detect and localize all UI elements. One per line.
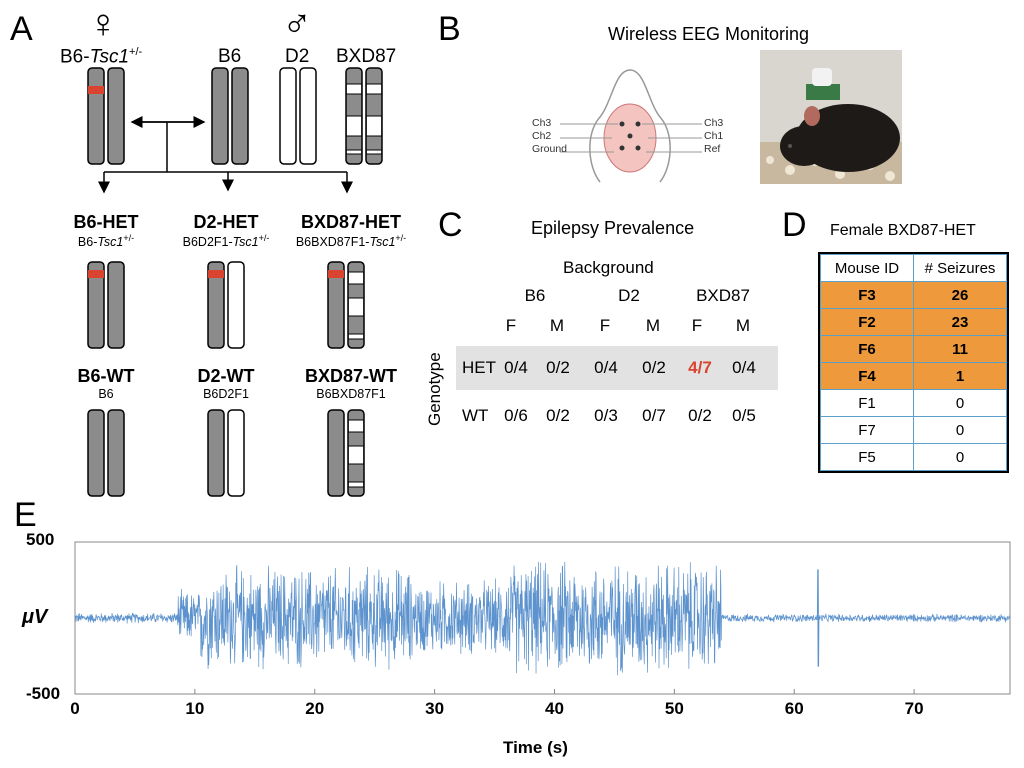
het-cell: 0/2 — [546, 358, 570, 377]
x-tick-label: 60 — [785, 699, 804, 718]
table-row: F4 1 — [820, 362, 1007, 390]
parent-het-label: B6-Tsc1+/- — [60, 46, 143, 68]
het-cell: 0/4 — [594, 358, 618, 377]
table-row: F5 0 — [820, 443, 1007, 471]
row-label-wt: WT — [462, 406, 489, 425]
cross-b6-het: B6-HET B6-Tsc1+/- — [73, 212, 139, 250]
bxd87-wt-chromosomes — [327, 409, 365, 497]
strain-d2: D2 — [618, 286, 640, 305]
b6-wt-chromosomes — [87, 409, 125, 497]
y-tick-label: -500 — [26, 684, 61, 703]
het-cell: 0/2 — [642, 358, 666, 377]
wt-cell: 0/7 — [642, 406, 666, 425]
table-row: F3 26 — [820, 281, 1007, 309]
d2-het-chromosomes — [207, 261, 245, 349]
x-axis-label: Time (s) — [503, 738, 568, 757]
sex-header: F — [691, 316, 703, 335]
table-header-row: Mouse ID # Seizures — [820, 254, 1007, 282]
bxd87-het-chromosomes — [327, 261, 365, 349]
x-tick-label: 20 — [305, 699, 324, 718]
wt-cell: 0/6 — [504, 406, 528, 425]
eeg-left-labels: Ch3 Ch2 Ground — [532, 117, 568, 155]
sex-header: M — [549, 316, 565, 335]
wt-bxd87: BXD87-WT B6BXD87F1 — [304, 366, 397, 401]
wt-cell: 0/2 — [546, 406, 570, 425]
strain-bxd87: BXD87 — [696, 286, 750, 305]
parent-b6-label: B6 — [218, 46, 242, 67]
d2-wt-chromosomes — [207, 409, 245, 497]
table-row: F7 0 — [820, 416, 1007, 444]
wt-cell: 0/5 — [732, 406, 756, 425]
panel-c-title: Epilepsy Prevalence — [531, 218, 695, 238]
x-axis-ticks: 0 10 20 30 40 50 60 70 — [70, 689, 924, 718]
panel-a-chromosome-diagram — [87, 67, 383, 497]
mouse-photo — [760, 50, 902, 184]
het-cell: 0/4 — [732, 358, 756, 377]
eeg-right-labels: Ch3 Ch1 Ref — [704, 117, 724, 155]
x-tick-label: 40 — [545, 699, 564, 718]
panel-label-e: E — [14, 496, 37, 534]
sex-header: F — [599, 316, 611, 335]
sex-header: M — [645, 316, 661, 335]
x-tick-label: 30 — [425, 699, 444, 718]
row-label-het: HET — [462, 358, 496, 377]
seizure-table: Mouse ID # Seizures F3 26 F2 23 F6 11 F4 1 F… — [818, 252, 1009, 473]
parent-bxd87-chromosomes — [345, 67, 383, 165]
panel-label-c: C — [438, 206, 463, 244]
parent-het-chromosomes — [87, 67, 125, 165]
panel-d-title: Female BXD87-HET — [830, 222, 976, 239]
het-row-highlight — [456, 346, 778, 390]
male-symbol-icon: ♂ — [282, 2, 312, 46]
panel-label-a: A — [10, 10, 33, 48]
wt-cell: 0/3 — [594, 406, 618, 425]
het-cell-highlighted: 4/7 — [688, 358, 712, 377]
x-tick-label: 0 — [70, 699, 79, 718]
table-row: F6 11 — [820, 335, 1007, 363]
parent-d2-label: D2 — [285, 46, 310, 67]
strain-b6: B6 — [524, 286, 546, 305]
eeg-trace-series — [74, 561, 1011, 676]
wt-d2: D2-WT B6D2F1 — [197, 366, 255, 401]
eeg-series-line — [74, 561, 1011, 676]
wt-b6: B6-WT B6 — [77, 366, 135, 401]
het-cell: 0/4 — [504, 358, 528, 377]
cross-d2-het: D2-HET B6D2F1-Tsc1+/- — [182, 212, 270, 250]
x-tick-label: 10 — [185, 699, 204, 718]
cross-bxd87-het: BXD87-HET B6BXD87F1-Tsc1+/- — [295, 212, 407, 250]
parent-d2-chromosomes — [279, 67, 317, 165]
sex-header: M — [735, 316, 751, 335]
panel-b-title: Wireless EEG Monitoring — [608, 24, 810, 44]
panel-label-b: B — [438, 10, 461, 48]
female-symbol-icon: ♀ — [88, 2, 118, 46]
wt-cell: 0/2 — [688, 406, 712, 425]
parent-bxd87-label: BXD87 — [336, 46, 397, 67]
b6-het-chromosomes — [87, 261, 125, 349]
panel-label-d: D — [782, 206, 807, 244]
background-label: Background — [563, 258, 654, 277]
eeg-skull-diagram — [560, 69, 702, 183]
cross-arrows — [98, 116, 353, 194]
column-header: # Seizures — [913, 254, 1007, 282]
sex-header: F — [505, 316, 517, 335]
parent-b6-chromosomes — [211, 67, 249, 165]
x-tick-label: 70 — [905, 699, 924, 718]
x-tick-label: 50 — [665, 699, 684, 718]
y-tick-label: 500 — [26, 530, 55, 549]
y-axis-label: μV — [22, 606, 48, 628]
